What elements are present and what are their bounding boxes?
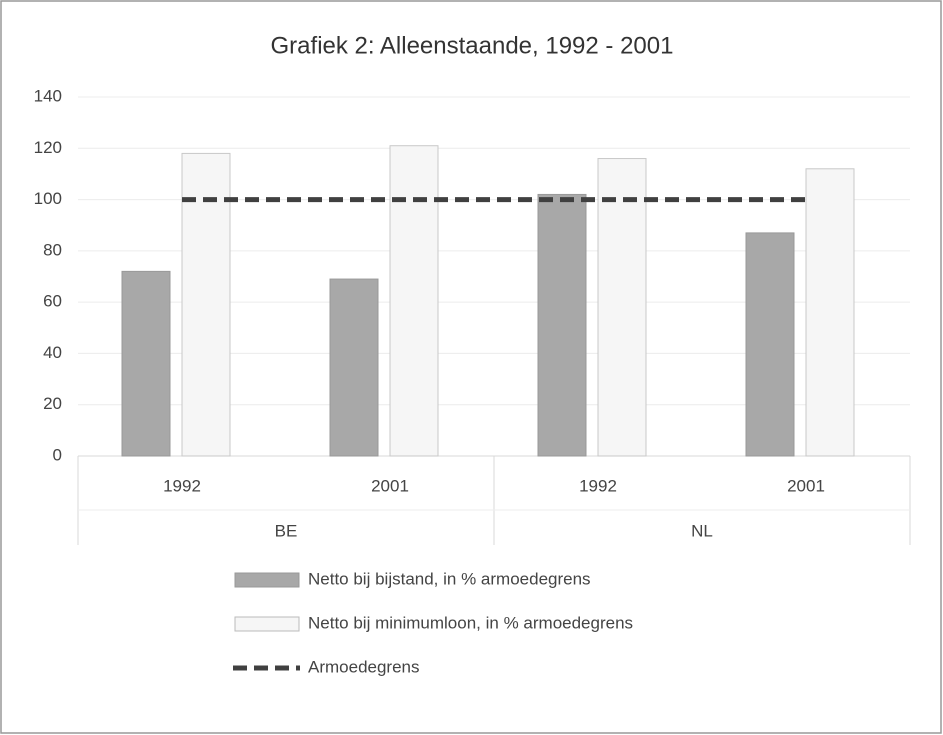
y-tick-label: 0 <box>53 445 62 464</box>
y-tick-label: 100 <box>34 189 62 208</box>
legend-label: Netto bij bijstand, in % armoedegrens <box>308 569 591 588</box>
bar <box>389 145 439 457</box>
x-tick-label: 2001 <box>371 476 409 495</box>
bar <box>745 232 795 457</box>
bar <box>181 152 231 457</box>
y-tick-label: 120 <box>34 138 62 157</box>
y-tick-label: 60 <box>43 292 62 311</box>
legend-label: Armoedegrens <box>308 657 420 676</box>
bar <box>597 158 647 457</box>
group-label: NL <box>691 521 713 540</box>
x-tick-label: 1992 <box>163 476 201 495</box>
bar <box>329 278 379 457</box>
x-tick-label: 2001 <box>787 476 825 495</box>
legend-label: Netto bij minimumloon, in % armoedegrens <box>308 613 633 632</box>
x-tick-label: 1992 <box>579 476 617 495</box>
y-tick-label: 140 <box>34 86 62 105</box>
bar <box>121 270 171 457</box>
group-label: BE <box>275 521 298 540</box>
bar <box>537 193 587 457</box>
y-tick-label: 20 <box>43 394 62 413</box>
legend-swatch <box>234 572 300 588</box>
y-tick-label: 40 <box>43 343 62 362</box>
y-tick-label: 80 <box>43 240 62 259</box>
legend-swatch <box>234 616 300 632</box>
chart-title: Grafiek 2: Alleenstaande, 1992 - 2001 <box>271 32 674 59</box>
bar <box>805 168 855 457</box>
